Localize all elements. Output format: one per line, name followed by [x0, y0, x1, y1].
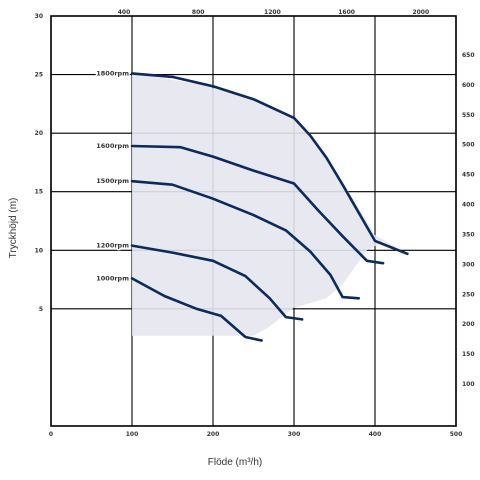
x-tick-label: 0 [49, 431, 53, 438]
right-tick-label: 150 [462, 351, 475, 358]
y-tick-label: 10 [35, 247, 43, 254]
series-label-1200rpm: 1200rpm [96, 242, 129, 250]
series-line-1600rpm [130, 144, 385, 265]
y-axis-title: Tryckhöjd (m) [8, 198, 19, 259]
right-tick-label: 450 [462, 172, 475, 179]
plot-frame [50, 15, 457, 427]
y-tick-label: 30 [35, 13, 43, 20]
y-tick-label: 25 [35, 72, 43, 79]
right-tick-label: 100 [462, 381, 475, 388]
rpm-labels: 1800rpm 1600rpm 1500rpm 1200rpm 1000rpm [95, 68, 130, 283]
series-line-1800rpm [130, 72, 409, 256]
x-tick-label: 500 [450, 431, 463, 438]
y-tick-label: 20 [35, 130, 43, 137]
series-label-1800rpm: 1800rpm [96, 69, 129, 77]
series-label-1000rpm: 1000rpm [96, 274, 129, 282]
x-tick-label: 300 [288, 431, 301, 438]
right-tick-label: 600 [462, 82, 475, 89]
x-tick-label: 200 [207, 431, 220, 438]
right-tick-label: 250 [462, 291, 475, 298]
top-tick-label: 2000 [412, 9, 429, 16]
right-tick-label: 300 [462, 261, 475, 268]
series-line-1000rpm [130, 277, 263, 342]
right-tick-label: 500 [462, 142, 475, 149]
y-tick-label: 15 [35, 189, 43, 196]
series-label-1600rpm: 1600rpm [96, 142, 129, 150]
right-tick-label: 650 [462, 52, 475, 59]
top-tick-label: 1200 [264, 9, 281, 16]
series-line-1200rpm [130, 244, 304, 321]
top-tick-label: 1600 [338, 9, 355, 16]
series-group [130, 72, 409, 342]
x-tick-label: 400 [369, 431, 382, 438]
right-tick-label: 550 [462, 112, 475, 119]
operating-envelope [132, 73, 408, 336]
right-tick-label: 350 [462, 231, 475, 238]
right-tick-label: 400 [462, 202, 475, 209]
top-tick-label: 400 [118, 9, 131, 16]
right-tick-label: 200 [462, 321, 475, 328]
x-tick-label: 100 [126, 431, 139, 438]
x-axis-title: Flöde (m³/h) [208, 457, 262, 468]
series-label-1500rpm: 1500rpm [96, 177, 129, 185]
tick-labels: 0 100 200 300 400 500 5 10 15 20 25 30 400 800 1200 160… [35, 9, 475, 438]
y-tick-label: 5 [39, 306, 43, 313]
top-tick-label: 800 [192, 9, 205, 16]
series-line-1500rpm [130, 179, 361, 300]
